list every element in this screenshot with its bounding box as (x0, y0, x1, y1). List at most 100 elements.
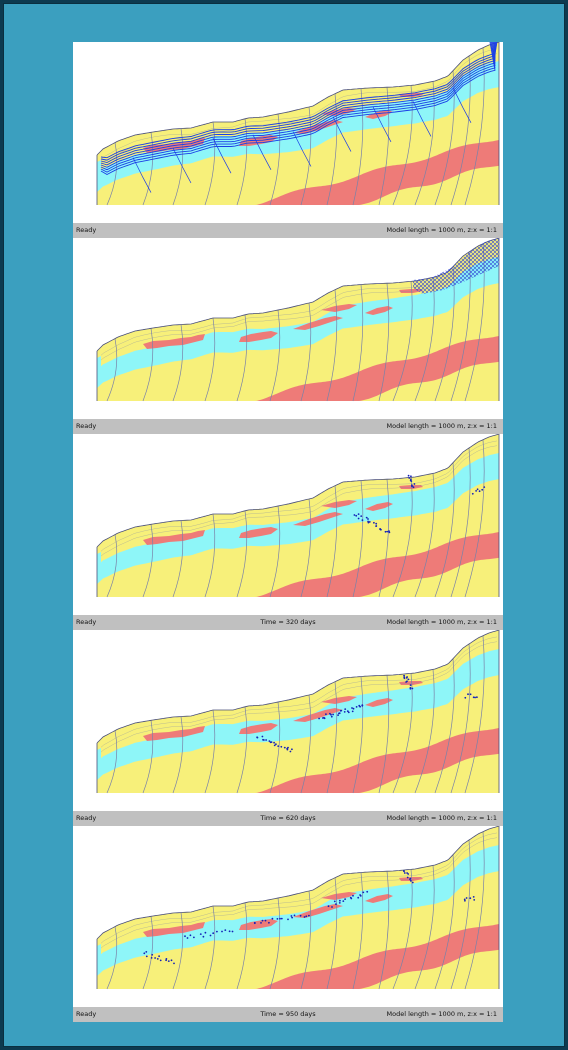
tracer-particle (154, 957, 156, 959)
grid-line (236, 902, 248, 990)
clay-lens (239, 919, 278, 930)
tracer-particle (411, 687, 414, 690)
tracer-particle (270, 741, 273, 743)
clay-lens (239, 527, 278, 538)
grid-line (378, 87, 390, 206)
status-model-length: Model length = 1000 m, z:x = 1:1 (386, 226, 497, 234)
status-bar: Ready Model length = 1000 m, z:x = 1:1 (73, 223, 503, 238)
grid-line (142, 328, 154, 402)
tracer-particle (332, 713, 334, 716)
tracer-particle (202, 935, 205, 938)
aquifer-outlet (97, 748, 101, 776)
grid-line (352, 676, 364, 794)
tracer-particle (263, 739, 265, 741)
tracer-particle (357, 896, 360, 899)
clay-lens (239, 331, 278, 342)
tracer-particle (253, 922, 256, 925)
equipotential-line (132, 157, 152, 193)
tracer-particle (361, 519, 364, 521)
aquifer-layer (97, 453, 499, 584)
ground-region (97, 42, 499, 205)
ground-region (97, 630, 499, 793)
tracer-particle (406, 876, 409, 879)
tracer-particle (409, 878, 411, 881)
grid-line (236, 118, 248, 206)
tracer-particle (145, 955, 148, 958)
tracer-particle (276, 918, 279, 920)
tracer-particle (280, 745, 283, 748)
tracer-particle (325, 713, 327, 716)
clay-lens (293, 708, 343, 722)
grid-line (142, 720, 154, 794)
model-canvas[interactable] (73, 630, 503, 811)
status-time: Time = 950 days (260, 1010, 316, 1018)
strata-line (100, 832, 498, 944)
tracer-particle (318, 717, 320, 720)
tracer-particle (352, 707, 355, 710)
clay-lens (365, 306, 393, 315)
clay-lens (143, 530, 205, 545)
tracer-particle (375, 522, 378, 525)
tracer-particle (360, 515, 363, 517)
clay-lens (293, 904, 343, 918)
tracer-particle (279, 917, 281, 920)
grid-line (392, 281, 413, 402)
status-ready: Ready (76, 422, 97, 430)
clay-lens (293, 512, 343, 526)
model-canvas[interactable] (73, 434, 503, 615)
tracer-particle (481, 488, 484, 491)
grid-line (204, 513, 216, 598)
grid-line (434, 462, 455, 598)
tracer-particle (265, 739, 267, 741)
grid-line (392, 477, 413, 598)
ground-surface (96, 42, 500, 156)
grid-line (106, 338, 118, 402)
tracer-particle (150, 957, 153, 959)
model-canvas[interactable] (73, 238, 503, 419)
tracer-particle (388, 531, 391, 534)
tracer-particle (409, 684, 412, 686)
grid-line (326, 485, 338, 598)
tracer-particle (347, 711, 350, 714)
flow-line (100, 42, 496, 168)
cross-section (96, 630, 500, 794)
ground-surface (96, 630, 500, 744)
tracer-particle (475, 490, 477, 492)
clay-lens (321, 304, 357, 312)
grid-line (142, 132, 154, 206)
model-canvas[interactable] (73, 826, 503, 1007)
tracer-particle (464, 696, 467, 699)
equipotential-line (212, 138, 232, 174)
tracer-particle (271, 917, 274, 920)
flow-line (100, 42, 496, 173)
tracer-particle (473, 899, 476, 901)
tracer-particle (386, 530, 389, 533)
tracer-particle (476, 488, 479, 491)
tracer-particle (412, 486, 415, 489)
equipotential-line (172, 147, 192, 184)
tracer-particle (330, 713, 332, 716)
tracer-particle (407, 678, 410, 681)
tracer-particle (342, 900, 345, 902)
tracer-particle (221, 930, 223, 933)
model-view-panel-4: Ready Time = 620 days Model length = 100… (73, 630, 503, 826)
tracer-particle (351, 710, 354, 713)
grid-line (392, 673, 413, 794)
tracer-particle (403, 872, 406, 874)
status-ready: Ready (76, 814, 97, 822)
clay-lens (399, 681, 423, 685)
tracer-particle (339, 899, 341, 902)
tracer-particle (384, 530, 387, 533)
grid-line (378, 283, 390, 402)
tracer-particle (170, 959, 173, 962)
grid-line (236, 706, 248, 794)
tracer-particle (472, 896, 475, 898)
model-canvas[interactable] (73, 42, 503, 223)
tracer-particle (189, 934, 192, 937)
clay-lens (365, 894, 393, 903)
app-background: Ready Model length = 1000 m, z:x = 1:1 R… (3, 3, 565, 1047)
status-ready: Ready (76, 1010, 97, 1018)
status-model-length: Model length = 1000 m, z:x = 1:1 (386, 618, 497, 626)
grid-line (142, 916, 154, 990)
grid-line (414, 865, 435, 990)
